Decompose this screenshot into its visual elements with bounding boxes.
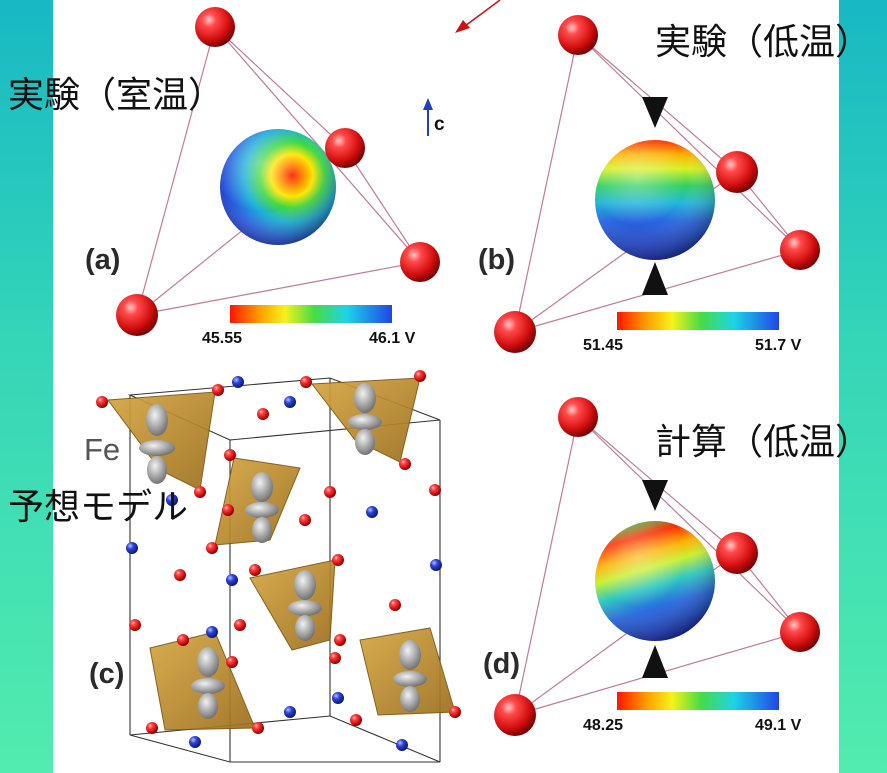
c-axis-arrow: [423, 98, 433, 136]
label-calc-low: 計算（低温）: [655, 422, 872, 463]
center-sphere-b: [595, 140, 715, 260]
scale-d-max: 49.1 V: [755, 717, 802, 734]
center-sphere-a: [220, 129, 336, 245]
label-c-axis: c: [434, 114, 445, 135]
atom-d4: [494, 694, 536, 736]
atoms-blue-c: [126, 376, 442, 751]
atom-b3: [780, 230, 820, 270]
tetrahedron-a: [136, 26, 421, 316]
fe-orbitals: [139, 383, 427, 719]
scale-a-max: 46.1 V: [369, 330, 416, 347]
atom-b1: [558, 15, 598, 55]
panel-label-c: (c): [89, 658, 125, 690]
atom-b2: [716, 151, 758, 193]
pointer-arrow: [455, 0, 501, 33]
atom-a2: [325, 128, 365, 168]
center-sphere-d: [595, 521, 715, 641]
label-exp-room: 実験（室温）: [8, 75, 225, 116]
colorbar-b: [617, 312, 779, 330]
atoms-red-c: [96, 370, 461, 734]
label-fe: Fe: [84, 432, 121, 467]
marker-up-b: [642, 262, 668, 295]
label-model: 予想モデル: [8, 487, 189, 528]
label-exp-low: 実験（低温）: [655, 22, 872, 63]
panel-label-d: (d): [483, 648, 521, 680]
atom-d3: [780, 612, 820, 652]
colorbar-d: [617, 692, 779, 710]
atom-b4: [494, 311, 536, 353]
scale-a-min: 45.55: [202, 330, 243, 347]
atom-a1: [195, 7, 235, 47]
marker-down-b: [642, 97, 668, 128]
panel-label-a: (a): [85, 244, 121, 276]
scale-d-min: 48.25: [583, 717, 624, 734]
panel-label-b: (b): [478, 244, 516, 276]
colorbar-a: [230, 305, 392, 323]
marker-up-d: [642, 645, 668, 678]
scale-b-min: 51.45: [583, 337, 624, 354]
atom-d2: [716, 532, 758, 574]
scale-b-max: 51.7 V: [755, 337, 802, 354]
atom-d1: [558, 397, 598, 437]
atom-a4: [116, 294, 158, 336]
marker-down-d: [642, 480, 668, 511]
atom-a3: [400, 242, 440, 282]
